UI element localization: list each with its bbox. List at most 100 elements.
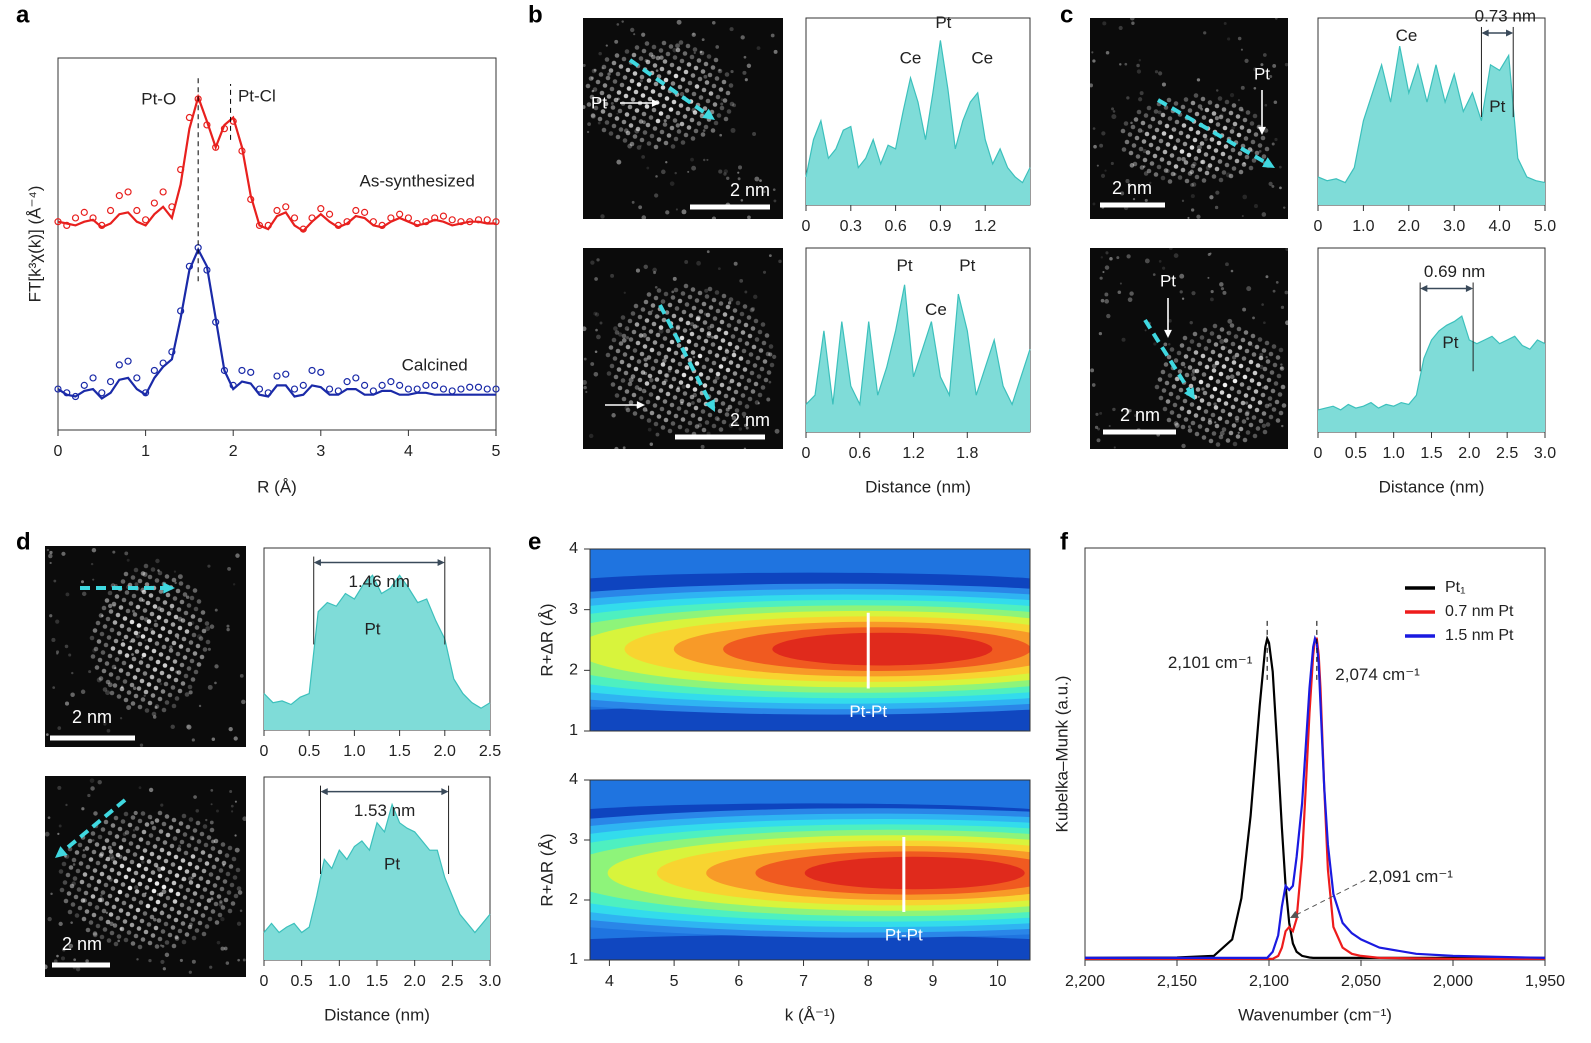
lattice-dot [654,377,660,382]
lattice-dot [159,607,165,613]
noise-dot [207,647,211,651]
noise-dot [593,68,597,72]
lattice-dot [129,619,135,625]
x-tick-label: 0.6 [849,445,871,462]
lattice-dot [719,382,725,388]
lattice-dot [1219,390,1225,395]
noise-dot [1134,414,1137,417]
lattice-dot [1257,400,1263,405]
lattice-dot [1209,137,1215,142]
lattice-dot [1253,132,1259,137]
noise-dot [1219,113,1224,118]
lattice-dot [109,690,115,696]
noise-dot [85,959,89,963]
lattice-dot [76,887,82,892]
noise-dot [1183,365,1187,369]
lattice-dot [640,93,646,98]
noise-dot [210,803,213,806]
noise-dot [778,259,782,264]
noise-dot [1118,25,1123,31]
noise-dot [124,551,129,556]
lattice-dot [724,349,730,354]
lattice-dot [141,892,147,898]
lattice-dot [1205,383,1211,388]
lattice-dot [643,85,649,91]
lattice-dot [1240,400,1246,406]
lattice-dot [203,905,209,911]
lattice-dot [621,56,627,62]
noise-dot [592,101,595,104]
legend-label: 0.7 nm Pt [1445,603,1514,620]
lattice-dot [701,87,707,93]
noise-dot [772,188,776,191]
lattice-dot [669,339,675,345]
lattice-dot [669,62,675,68]
lattice-dot [588,76,594,81]
annotation: Ce [925,300,947,319]
noise-dot [185,595,190,599]
lattice-dot [1216,397,1222,403]
noise-dot [149,817,152,820]
x-tick-label: 4 [605,973,614,990]
noise-dot [91,547,97,553]
arrow-head [437,559,445,567]
noise-dot [112,550,116,554]
noise-dot [188,970,192,974]
lattice-dot [94,842,100,847]
noise-dot [737,171,740,174]
lattice-dot [714,290,720,295]
lattice-dot [604,57,610,62]
noise-dot [590,76,595,80]
noise-dot [229,790,233,793]
lattice-dot [231,856,237,862]
lattice-dot [113,878,119,884]
lattice-dot [644,41,650,46]
lattice-dot [1204,427,1210,433]
lattice-dot [170,622,176,627]
lattice-dot [1215,379,1221,384]
lattice-dot [1264,403,1270,409]
lattice-dot [679,121,685,127]
x-tick-label: 5 [670,973,679,990]
y-tick-label: 1 [569,951,578,968]
noise-dot [644,390,647,393]
lattice-dot [204,861,210,866]
noise-dot [706,250,710,254]
lattice-dot [732,371,738,376]
lattice-dot [613,374,619,380]
lattice-dot [112,683,118,688]
lattice-dot [1247,404,1253,409]
lattice-dot [689,394,695,400]
annotation: 2,091 cm⁻¹ [1368,867,1453,886]
lattice-dot [680,77,686,82]
lattice-dot [97,897,103,903]
lattice-dot [1147,124,1153,129]
noise-dot [1240,85,1245,90]
lattice-dot [631,392,637,398]
lattice-dot [644,104,650,109]
x-axis-label: Distance (nm) [324,1005,430,1024]
lattice-dot [150,933,156,938]
lattice-dot [743,385,749,391]
lattice-dot [688,376,694,381]
lattice-dot [1193,350,1199,355]
x-tick-label: 0 [260,973,269,990]
lattice-dot [611,60,617,66]
lattice-dot [1217,416,1223,421]
lattice-dot [722,98,728,103]
lattice-dot [154,704,160,709]
noise-dot [1253,86,1257,90]
lattice-dot [1251,352,1257,357]
annotation: As-synthesized [360,171,475,190]
lattice-dot [705,98,711,104]
lattice-dot [155,899,161,905]
x-tick-label: 1.2 [974,218,996,235]
lattice-dot [606,371,612,376]
noise-dot [73,958,77,962]
lattice-dot [233,893,239,899]
lattice-dot [712,379,718,384]
noise-dot [1284,62,1289,67]
noise-dot [641,215,647,220]
lattice-dot [665,51,671,57]
